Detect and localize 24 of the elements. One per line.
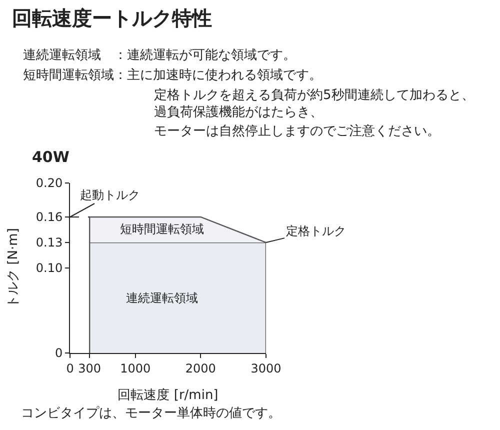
text: コンビタイプは、モーター単体時の値です。 — [21, 406, 281, 421]
chart-title: 回転速度ートルク特性 — [12, 6, 212, 30]
y-tick-label: 0.13 — [36, 236, 63, 250]
y-tick-label: 0.16 — [36, 210, 63, 224]
y-tick-label: 0.10 — [36, 261, 63, 276]
annotation: 連続運転領域 — [126, 291, 198, 305]
x-tick-label: 300 — [78, 361, 102, 376]
y-tick-label: 0.20 — [36, 176, 63, 190]
x-tick-label: 0 — [66, 361, 74, 376]
text: 連続運転領域 ：連続運転が可能な領域です。 — [23, 48, 296, 63]
annotation: 定格トルク — [286, 224, 346, 238]
text: 40W — [32, 148, 70, 166]
x-tick-label: 1000 — [120, 361, 151, 376]
x-axis-title: 回転速度 [r/min] — [118, 387, 218, 403]
x-tick-label: 2000 — [185, 361, 216, 376]
x-tick-label: 3000 — [250, 361, 282, 376]
text: 短時間運転領域：主に加速時に使われる領域です。 — [23, 67, 322, 83]
y-axis-title: トルク [N·m] — [6, 228, 21, 308]
text: 過負荷保護機能がはたらき、 — [154, 105, 323, 120]
annotation: 起動トルク — [80, 188, 140, 202]
y-tick-label: 0 — [54, 346, 63, 360]
annotation: 短時間運転領域 — [120, 222, 204, 236]
text: 定格トルクを超える負荷が約5秒間連続して加わると、 — [154, 88, 474, 103]
text: モーターは自然停止しますのでご注意ください。 — [154, 124, 440, 139]
